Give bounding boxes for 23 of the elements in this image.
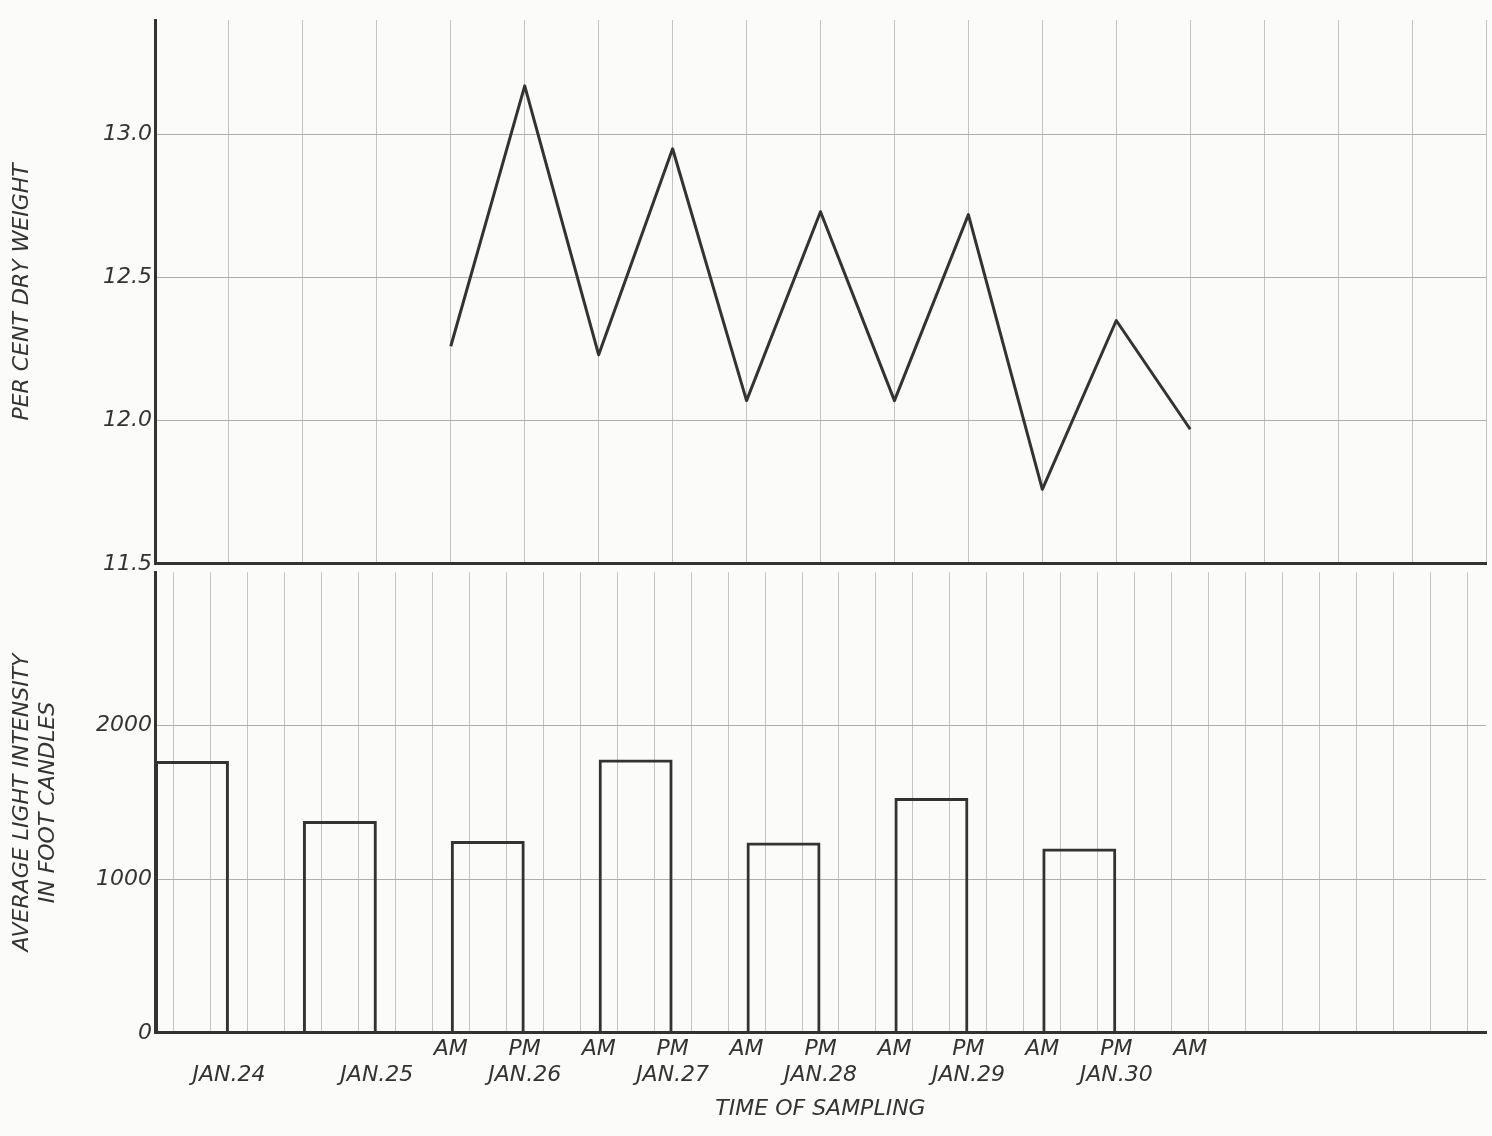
y-tick-label: 0 [138,1018,152,1044]
y-tick-label: 11.5 [103,549,152,575]
x-tick-label: AM [431,1034,468,1060]
x-tick-label: PM JAN.29 [927,1034,1005,1087]
y-tick-label: 1000 [96,864,152,890]
y-tick-label: 2000 [96,711,152,737]
x-tick-label: AM [875,1034,912,1060]
x-tick-label: PM JAN.30 [1075,1034,1153,1087]
y-tick-label: 12.5 [103,263,152,289]
x-axis-title: TIME OF SAMPLING [715,1094,926,1120]
x-tick-label: AM [727,1034,764,1060]
x-tick-label: AM [579,1034,616,1060]
x-tick-label: AM [1023,1034,1060,1060]
x-tick-label: PM JAN.27 [632,1034,710,1087]
y-tick-label: 12.0 [103,406,152,432]
x-tick-label: JAN.24 [188,1061,266,1087]
x-tick-label: JAN.25 [336,1061,414,1087]
x-tick-label: PM JAN.26 [484,1034,562,1087]
y-tick-label: 13.0 [103,120,152,146]
y-axis-title: AVERAGE LIGHT INTENSITY IN FOOT CANDLES [7,651,60,954]
x-tick-label: AM [1171,1034,1208,1060]
y-axis-title: PER CENT DRY WEIGHT [7,161,33,421]
x-tick-label: PM JAN.28 [780,1034,857,1087]
